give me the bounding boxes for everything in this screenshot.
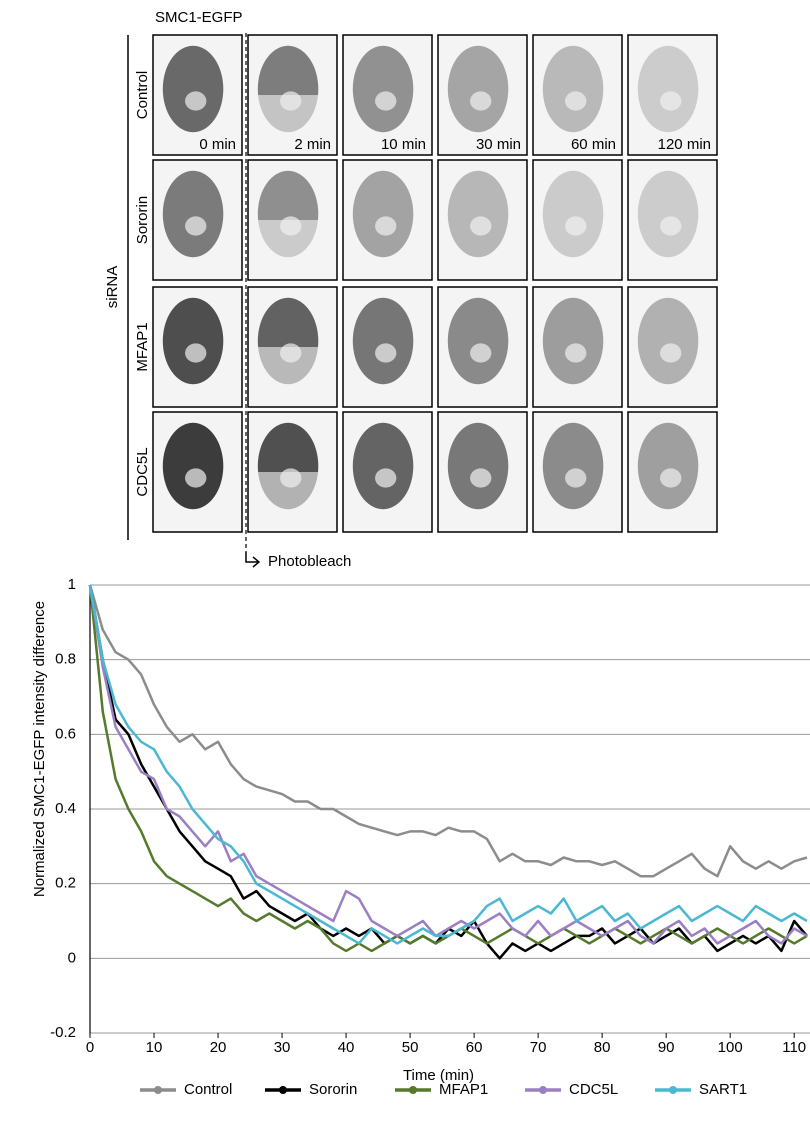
nucleolus (280, 468, 302, 488)
legend-marker (279, 1086, 287, 1094)
x-tick-label: 110 (782, 1039, 806, 1056)
nucleolus (375, 91, 397, 111)
series-line (88, 584, 808, 953)
time-label: 2 min (294, 136, 331, 153)
nucleus (447, 45, 509, 133)
legend-label: MFAP1 (439, 1081, 488, 1098)
x-tick-label: 80 (594, 1039, 611, 1056)
group-label: siRNA (104, 266, 121, 309)
y-tick-label: 0.8 (55, 651, 76, 668)
row-label: Control (134, 71, 151, 119)
nucleus (637, 45, 699, 133)
nucleolus (375, 343, 397, 363)
series-line (88, 584, 808, 878)
time-label: 30 min (476, 136, 521, 153)
x-tick-label: 10 (146, 1039, 163, 1056)
nucleolus (375, 216, 397, 236)
nucleus (162, 422, 224, 510)
nucleolus (470, 216, 492, 236)
nucleolus (660, 216, 682, 236)
x-tick-label: 50 (402, 1039, 419, 1056)
photobleach-arrow (245, 552, 261, 568)
legend-label: CDC5L (569, 1081, 618, 1098)
nucleolus (470, 91, 492, 111)
time-label: 60 min (571, 136, 616, 153)
y-tick-label: 0.6 (55, 725, 76, 742)
nucleus (447, 422, 509, 510)
nucleolus (565, 91, 587, 111)
y-axis-label: Normalized SMC1-EGFP intensity differenc… (31, 601, 48, 897)
series-line (88, 584, 808, 960)
nucleolus (470, 468, 492, 488)
nucleolus (185, 216, 207, 236)
legend-label: SART1 (699, 1081, 747, 1098)
legend-marker (669, 1086, 677, 1094)
nucleus (447, 297, 509, 385)
nucleus (542, 297, 604, 385)
nucleus (352, 297, 414, 385)
nucleus (162, 170, 224, 258)
nucleus (637, 297, 699, 385)
nucleus (352, 45, 414, 133)
nucleus (447, 170, 509, 258)
nucleus (637, 422, 699, 510)
nucleolus (280, 216, 302, 236)
x-tick-label: 100 (718, 1039, 743, 1056)
nucleolus (565, 216, 587, 236)
nucleus (162, 45, 224, 133)
nucleolus (280, 343, 302, 363)
nucleolus (660, 468, 682, 488)
time-label: 120 min (658, 136, 711, 153)
nucleus (542, 422, 604, 510)
x-tick-label: 30 (274, 1039, 291, 1056)
panel-title: SMC1-EGFP (155, 9, 243, 26)
nucleolus (470, 343, 492, 363)
nucleolus (565, 343, 587, 363)
nucleolus (185, 91, 207, 111)
x-tick-label: 60 (466, 1039, 483, 1056)
nucleolus (185, 468, 207, 488)
row-label: Sororin (134, 196, 151, 244)
x-tick-label: 0 (86, 1039, 94, 1056)
series-line (88, 584, 808, 945)
legend-marker (539, 1086, 547, 1094)
x-tick-label: 70 (530, 1039, 547, 1056)
x-tick-label: 20 (210, 1039, 227, 1056)
time-label: 10 min (381, 136, 426, 153)
nucleolus (660, 343, 682, 363)
row-label: MFAP1 (134, 322, 151, 371)
nucleolus (375, 468, 397, 488)
nucleolus (565, 468, 587, 488)
x-axis-label: Time (min) (403, 1067, 474, 1084)
nucleolus (660, 91, 682, 111)
row-label: CDC5L (134, 447, 151, 496)
photobleach-label: Photobleach (268, 553, 351, 570)
nucleus (352, 422, 414, 510)
x-tick-label: 90 (658, 1039, 675, 1056)
nucleus (542, 170, 604, 258)
time-label: 0 min (199, 136, 236, 153)
y-tick-label: 0 (68, 949, 76, 966)
nucleus (352, 170, 414, 258)
nucleolus (185, 343, 207, 363)
nucleolus (280, 91, 302, 111)
y-tick-label: 1 (68, 576, 76, 593)
legend-marker (154, 1086, 162, 1094)
legend-label: Sororin (309, 1081, 357, 1098)
legend-marker (409, 1086, 417, 1094)
y-tick-label: 0.2 (55, 875, 76, 892)
y-tick-label: 0.4 (55, 800, 76, 817)
series-line (88, 584, 808, 945)
y-tick-label: -0.2 (50, 1024, 76, 1041)
nucleus (542, 45, 604, 133)
legend-label: Control (184, 1081, 232, 1098)
nucleus (637, 170, 699, 258)
x-tick-label: 40 (338, 1039, 355, 1056)
nucleus (162, 297, 224, 385)
